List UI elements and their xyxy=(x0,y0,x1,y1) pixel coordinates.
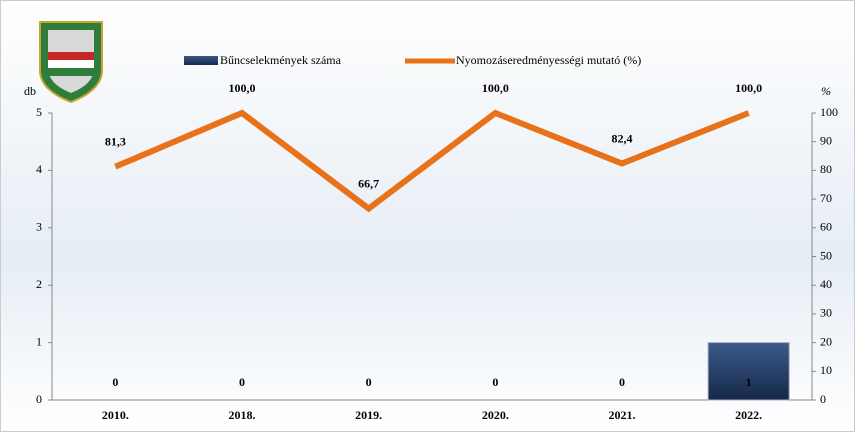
y2-tick-label: 90 xyxy=(820,133,832,147)
x-tick-label: 2018. xyxy=(229,408,256,422)
bar-label: 0 xyxy=(619,375,625,389)
x-tick-label: 2019. xyxy=(355,408,382,422)
bar-label: 0 xyxy=(112,375,118,389)
y-tick-label: 3 xyxy=(36,220,42,234)
line-label: 100,0 xyxy=(482,81,509,95)
x-tick-label: 2022. xyxy=(735,408,762,422)
bar-label: 0 xyxy=(366,375,372,389)
line-label: 100,0 xyxy=(735,81,762,95)
x-tick-label: 2010. xyxy=(102,408,129,422)
legend-swatch xyxy=(184,56,218,65)
bar-label: 0 xyxy=(492,375,498,389)
y-tick-label: 5 xyxy=(36,105,42,119)
line-label: 100,0 xyxy=(229,81,256,95)
y-tick-label: 2 xyxy=(36,277,42,291)
y-axis-title: db xyxy=(24,84,36,98)
x-tick-label: 2021. xyxy=(609,408,636,422)
y2-tick-label: 70 xyxy=(820,191,832,205)
line-label: 66,7 xyxy=(358,176,379,190)
line xyxy=(114,109,750,213)
y2-tick-label: 30 xyxy=(820,306,832,320)
y-tick-label: 0 xyxy=(36,392,42,406)
y-tick-label: 4 xyxy=(36,162,42,176)
y2-tick-label: 20 xyxy=(820,334,832,348)
y2-tick-label: 80 xyxy=(820,162,832,176)
bar xyxy=(707,342,790,401)
y2-tick-label: 0 xyxy=(820,392,826,406)
y-tick-label: 1 xyxy=(36,334,42,348)
y2-tick-label: 40 xyxy=(820,277,832,291)
bar-label: 1 xyxy=(746,375,752,389)
y2-axis-title: % xyxy=(821,84,831,98)
y2-tick-label: 10 xyxy=(820,363,832,377)
line-label: 81,3 xyxy=(105,134,126,148)
y2-tick-label: 60 xyxy=(820,220,832,234)
line-label: 82,4 xyxy=(612,131,633,145)
legend-label: Nyomozáseredményességi mutató (%) xyxy=(456,53,641,67)
x-tick-label: 2020. xyxy=(482,408,509,422)
logo xyxy=(39,21,103,104)
y2-tick-label: 50 xyxy=(820,248,832,262)
bar-label: 0 xyxy=(239,375,245,389)
legend-label: Bűncselekmények száma xyxy=(220,53,342,67)
y2-tick-label: 100 xyxy=(820,105,838,119)
